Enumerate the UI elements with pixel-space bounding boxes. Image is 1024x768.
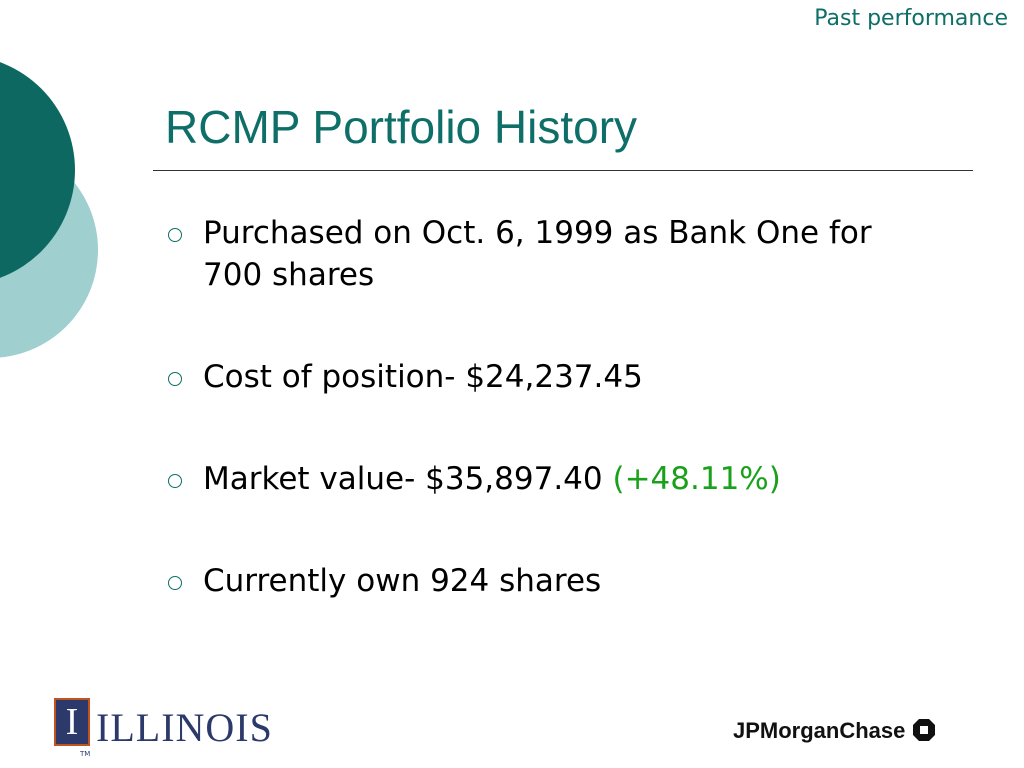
bullet: Currently own 924 shares (160, 560, 940, 602)
jpmorgan-logo: JPMorganChase (733, 718, 936, 744)
bullet-text: Cost of position- $24,237.45 (203, 359, 643, 395)
bullet: Market value- $35,897.40 (+48.11%) (160, 458, 940, 500)
illinois-logo: ILLINOIS (96, 705, 273, 750)
jpmorgan-text: JPMorganChase (733, 718, 906, 743)
title-rule (153, 170, 973, 171)
gain-highlight: (+48.11%) (612, 461, 781, 497)
slide-title: RCMP Portfolio History (165, 101, 638, 153)
illinois-mark: I (54, 698, 90, 746)
bullet: Purchased on Oct. 6, 1999 as Bank One fo… (160, 212, 940, 296)
decor-circles (0, 62, 98, 358)
jpmorgan-octagon (912, 719, 935, 741)
section-label: Past performance (814, 6, 1008, 31)
bullet: Cost of position- $24,237.45 (160, 356, 940, 398)
bullet-list: Purchased on Oct. 6, 1999 as Bank One fo… (160, 212, 940, 662)
bullet-text: Currently own 924 shares (203, 563, 602, 599)
bullet-text: Market value- $35,897.40 (203, 461, 603, 497)
trademark: TM (80, 750, 91, 758)
bullet-text: Purchased on Oct. 6, 1999 as Bank One fo… (203, 215, 872, 293)
